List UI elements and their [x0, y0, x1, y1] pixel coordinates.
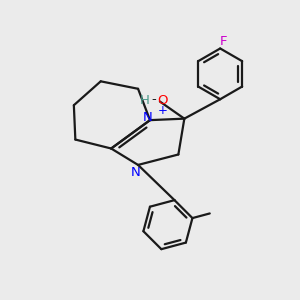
Text: N: N [131, 166, 140, 179]
Text: -: - [152, 94, 156, 106]
Text: H: H [140, 94, 149, 106]
Text: O: O [157, 94, 167, 106]
Text: +: + [158, 104, 167, 117]
Text: N: N [143, 111, 152, 124]
Text: F: F [219, 34, 227, 47]
